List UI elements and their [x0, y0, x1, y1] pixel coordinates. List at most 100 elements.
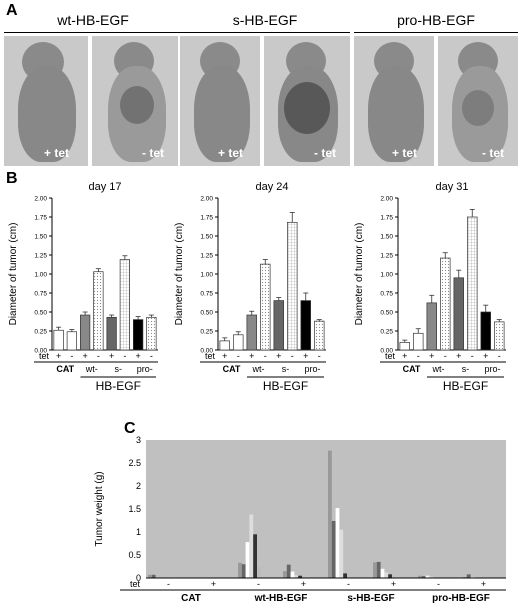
- mouse-photo: - tet: [264, 36, 350, 166]
- bar: [421, 576, 426, 578]
- bar: [286, 564, 291, 578]
- y-tick-label: 0.25: [380, 329, 393, 336]
- tet-mark: -: [498, 351, 501, 361]
- bar: [146, 316, 157, 351]
- bar: [331, 520, 336, 578]
- bar: [339, 529, 344, 578]
- bar: [106, 316, 117, 351]
- tet-mark: -: [437, 579, 440, 589]
- tet-mark: +: [276, 351, 281, 361]
- plot-background: [146, 440, 506, 578]
- y-tick-label: 2.5: [128, 458, 141, 468]
- bar: [429, 576, 434, 578]
- chart-title: day 24: [255, 181, 288, 193]
- y-tick-label: 1.00: [34, 272, 47, 279]
- tet-mark: +: [456, 351, 461, 361]
- y-tick-label: 3: [136, 435, 141, 445]
- y-axis-label: Diameter of tumor (cm): [354, 223, 365, 326]
- group-label: wt-HB-EGF: [254, 593, 308, 604]
- group-title: pro-HB-EGF: [397, 12, 475, 28]
- mouse-photo: + tet: [354, 36, 434, 166]
- y-tick-label: 0.50: [200, 310, 213, 317]
- mouse-body: [278, 66, 338, 162]
- panel-label-b: B: [6, 170, 18, 187]
- y-tick-label: 2.00: [380, 196, 393, 203]
- bar: [245, 542, 250, 578]
- bar: [151, 574, 156, 578]
- bar: [380, 568, 385, 578]
- photo-label: - tet: [314, 146, 336, 160]
- bar: [466, 574, 471, 578]
- group-label: pro-: [304, 364, 320, 374]
- tet-mark: +: [211, 579, 216, 589]
- tet-mark: +: [391, 579, 396, 589]
- mouse-body: [18, 66, 76, 162]
- tet-mark: +: [303, 351, 308, 361]
- photo-label: - tet: [142, 146, 164, 160]
- bar: [335, 508, 340, 578]
- y-tick-label: 0.75: [34, 291, 47, 298]
- panel-label-a: A: [6, 2, 18, 19]
- y-tick-label: 2.00: [34, 196, 47, 203]
- tet-mark: -: [150, 351, 153, 361]
- tet-mark: +: [249, 351, 254, 361]
- bar: [440, 257, 451, 351]
- group-underline: [354, 32, 518, 33]
- tet-mark: -: [291, 351, 294, 361]
- bar: [300, 300, 311, 351]
- y-tick-label: 1.00: [200, 272, 213, 279]
- group-label: wt-: [85, 364, 98, 374]
- bar: [119, 259, 130, 351]
- bar: [413, 332, 424, 351]
- bar: [233, 334, 244, 351]
- y-tick-label: 0.50: [34, 310, 47, 317]
- bar: [241, 564, 246, 578]
- bar: [418, 575, 422, 578]
- bar: [257, 566, 261, 578]
- photo-label: - tet: [482, 146, 504, 160]
- bar: [249, 514, 254, 578]
- tet-mark: -: [444, 351, 447, 361]
- group-label: s-: [282, 364, 290, 374]
- bar: [467, 216, 478, 351]
- diameter-chart: day 31 Diameter of tumor (cm) 0.00 0.25 0.50…: [354, 181, 506, 393]
- y-tick-label: 2: [136, 481, 141, 491]
- group-title: wt-HB-EGF: [57, 12, 129, 28]
- y-tick-label: 1.25: [380, 253, 393, 260]
- mouse-photo: - tet: [92, 36, 178, 166]
- bar: [388, 574, 392, 578]
- y-tick-label: 1.5: [128, 504, 141, 514]
- tet-mark: +: [301, 579, 306, 589]
- tet-mark: +: [82, 351, 87, 361]
- tet-mark: +: [429, 351, 434, 361]
- y-tick-label: 1.00: [380, 272, 393, 279]
- bar: [314, 320, 325, 351]
- group-label: CAT: [181, 593, 201, 604]
- group-label: pro-: [484, 364, 500, 374]
- bar: [260, 263, 271, 351]
- y-tick-label: 1.50: [380, 234, 393, 241]
- y-tick-label: 1.25: [200, 253, 213, 260]
- tet-mark: +: [222, 351, 227, 361]
- bar: [343, 573, 347, 578]
- group-label: s-HB-EGF: [347, 593, 394, 604]
- mouse-body: [452, 66, 508, 162]
- tet-mark: -: [97, 351, 100, 361]
- hb-egf-label: HB-EGF: [443, 379, 488, 393]
- bar: [273, 300, 284, 351]
- bar: [148, 574, 152, 578]
- bar: [133, 319, 144, 351]
- tet-mark: +: [109, 351, 114, 361]
- tet-label: tet: [130, 579, 141, 589]
- bar: [373, 562, 377, 578]
- bar: [480, 311, 491, 351]
- y-tick-label: 1.25: [34, 253, 47, 260]
- bar: [376, 561, 381, 578]
- group-label: CAT: [403, 364, 421, 374]
- panel-c-chart: Tumor weight (g) 0 0.5 1 1.5 2 2.5 3 - + - + - + - + tet…: [94, 435, 506, 604]
- group-label: s-: [462, 364, 470, 374]
- y-tick-label: 2.00: [200, 196, 213, 203]
- bar: [246, 314, 257, 351]
- bar: [219, 340, 230, 351]
- mouse-photo: + tet: [180, 36, 260, 166]
